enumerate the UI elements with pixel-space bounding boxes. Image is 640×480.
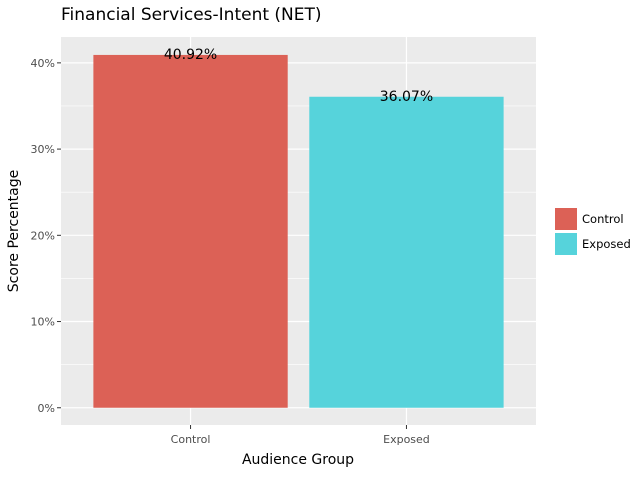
data-labels: 40.92% 36.07% xyxy=(164,47,433,105)
x-axis-title: Audience Group xyxy=(242,452,354,468)
x-axis: Control Exposed xyxy=(171,425,430,446)
y-axis: 0% 10% 20% 30% 40% xyxy=(31,57,61,415)
y-tick-label: 20% xyxy=(31,229,55,242)
legend: Control Exposed xyxy=(555,208,631,255)
bar-control xyxy=(93,54,288,408)
y-tick-label: 30% xyxy=(31,143,55,156)
y-tick-label: 40% xyxy=(31,57,55,70)
legend-label-exposed: Exposed xyxy=(582,237,631,251)
y-axis-title: Score Percentage xyxy=(6,170,22,292)
data-label-control: 40.92% xyxy=(164,47,217,63)
bars xyxy=(93,54,504,408)
legend-label-control: Control xyxy=(582,212,624,226)
legend-key-control xyxy=(555,208,577,230)
y-tick-label: 0% xyxy=(38,402,55,415)
y-tick-label: 10% xyxy=(31,316,55,329)
chart-title: Financial Services-Intent (NET) xyxy=(61,5,322,25)
x-tick-label: Control xyxy=(171,433,211,446)
data-label-exposed: 36.07% xyxy=(380,89,433,105)
legend-key-exposed xyxy=(555,233,577,255)
x-tick-label: Exposed xyxy=(383,433,430,446)
bar-exposed xyxy=(309,96,504,408)
